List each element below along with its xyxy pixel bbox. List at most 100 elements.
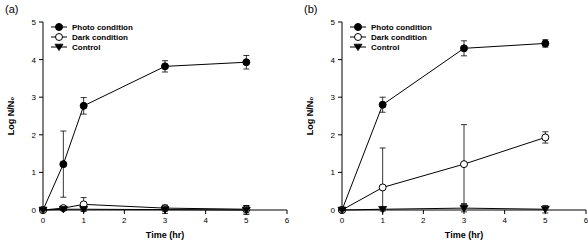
y-tick [338, 97, 342, 98]
panel-title: (a) [5, 3, 18, 15]
panel: (a)0123450123456Time (hr)Log N/N₀Photo c… [5, 3, 290, 240]
x-tick-label: 6 [584, 216, 588, 225]
y-tick-label: 4 [32, 56, 37, 65]
y-tick-label: 5 [331, 18, 336, 27]
legend-label: Photo condition [72, 23, 133, 32]
y-tick-label: 1 [331, 168, 336, 177]
y-axis [43, 22, 44, 210]
marker [80, 206, 88, 212]
marker [461, 161, 468, 168]
error-bar [60, 131, 66, 197]
legend-label: Dark condition [371, 33, 427, 42]
y-tick-label: 0 [331, 206, 336, 215]
marker [60, 161, 67, 168]
marker [161, 207, 169, 213]
x-tick [205, 210, 206, 214]
legend-label: Control [72, 43, 100, 52]
y-axis-label: Log N/N₀ [305, 97, 315, 136]
x-tick-label: 0 [340, 216, 345, 225]
x-tick-label: 2 [421, 216, 426, 225]
x-tick [124, 210, 125, 214]
series-line [43, 209, 246, 211]
y-tick-label: 2 [331, 131, 336, 140]
marker [338, 207, 346, 213]
x-tick-label: 5 [543, 216, 548, 225]
error-bar [542, 132, 548, 143]
y-tick-label: 0 [32, 206, 37, 215]
x-tick [586, 210, 587, 214]
marker [379, 101, 386, 108]
x-tick-label: 3 [462, 216, 467, 225]
marker [40, 207, 47, 214]
legend-marker [56, 34, 63, 41]
legend: Photo conditionDark conditionControl [350, 23, 432, 52]
x-tick-label: 2 [122, 216, 127, 225]
y-axis-label: Log N/N₀ [6, 97, 16, 136]
y-tick-label: 4 [331, 56, 336, 65]
marker [39, 207, 47, 213]
marker [59, 206, 67, 212]
x-axis-label: Time (hr) [445, 230, 483, 240]
y-tick [39, 22, 43, 23]
legend-label: Control [371, 43, 399, 52]
plot-area [338, 40, 549, 215]
series-line [342, 137, 545, 210]
series-line [342, 43, 545, 210]
series-line [342, 208, 545, 210]
error-bar [542, 205, 548, 213]
y-tick-label: 5 [32, 18, 37, 27]
x-tick [423, 210, 424, 214]
marker [461, 45, 468, 52]
panel-title: (b) [304, 3, 317, 15]
y-tick [39, 172, 43, 173]
x-tick [287, 210, 288, 214]
marker [460, 205, 468, 211]
y-tick-label: 2 [32, 131, 37, 140]
error-bar [461, 204, 467, 212]
y-tick [338, 134, 342, 135]
y-axis [342, 22, 343, 210]
plot-area [39, 55, 250, 214]
y-tick [39, 134, 43, 135]
figure: (a) 0 1 2 3 4 5 0 1 2 3 4 5 6 Time (hr) Log N/N₀ Photo c… [0, 0, 588, 245]
y-tick-label: 3 [331, 93, 336, 102]
x-tick-label: 3 [163, 216, 168, 225]
error-bar [243, 205, 249, 214]
x-tick-label: 6 [285, 216, 290, 225]
marker [541, 206, 549, 212]
legend-marker [56, 24, 63, 31]
x-tick-label: 5 [244, 216, 249, 225]
marker [339, 207, 346, 214]
marker [542, 134, 549, 141]
x-tick-label: 1 [380, 216, 385, 225]
x-tick-label: 1 [81, 216, 86, 225]
error-bar [162, 206, 168, 214]
error-bar [542, 40, 548, 48]
marker [162, 63, 169, 70]
x-tick-label: 0 [41, 216, 46, 225]
legend-label: Photo condition [371, 23, 432, 32]
marker [542, 40, 549, 47]
y-tick [39, 59, 43, 60]
error-bar [461, 125, 467, 204]
series-line [43, 62, 246, 210]
x-axis-label: Time (hr) [146, 230, 184, 240]
legend-marker [355, 34, 362, 41]
marker [379, 206, 387, 212]
series-line [43, 204, 246, 210]
y-tick [338, 22, 342, 23]
marker [242, 207, 250, 213]
y-tick [338, 59, 342, 60]
error-bar [380, 148, 386, 215]
legend: Photo conditionDark conditionControl [51, 23, 133, 52]
x-tick-label: 4 [502, 216, 507, 225]
error-bar [461, 41, 467, 56]
error-bar [243, 55, 249, 69]
y-tick [338, 172, 342, 173]
x-tick [504, 210, 505, 214]
marker [80, 102, 87, 109]
y-tick-label: 1 [32, 168, 37, 177]
marker [243, 59, 250, 66]
marker [339, 207, 346, 214]
legend-label: Dark condition [72, 33, 128, 42]
